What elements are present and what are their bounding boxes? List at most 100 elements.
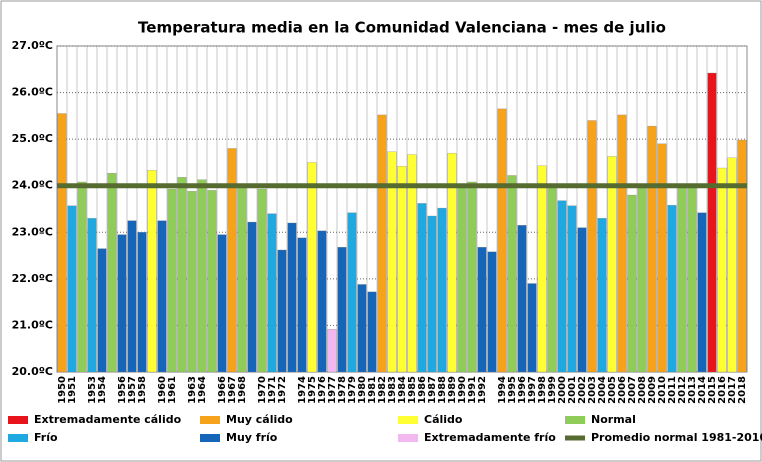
bar — [417, 203, 427, 373]
x-tick-label: 1972 — [277, 376, 288, 404]
x-tick-label: 1989 — [447, 376, 458, 404]
x-tick-label: 1961 — [167, 376, 178, 404]
x-tick-label: 2014 — [697, 376, 708, 404]
x-tick-label: 2010 — [657, 376, 668, 404]
x-tick-label: 1963 — [187, 376, 198, 404]
bar — [97, 248, 107, 373]
x-tick-label: 1985 — [407, 376, 418, 404]
bar — [77, 181, 87, 373]
x-tick-label: 2016 — [717, 376, 728, 404]
bar — [677, 184, 687, 373]
bar — [177, 177, 187, 373]
x-tick-label: 1983 — [387, 376, 398, 404]
x-tick-label: 2015 — [707, 376, 718, 404]
x-tick-label: 2009 — [647, 376, 658, 404]
legend-swatch — [398, 416, 418, 424]
bar — [367, 291, 377, 373]
bar — [597, 218, 607, 373]
y-tick-label: 20.0ºC — [12, 365, 53, 378]
legend-label: Promedio normal 1981-2010 — [591, 431, 762, 444]
x-tick-label: 1986 — [417, 376, 428, 404]
bar — [647, 125, 657, 373]
bar — [687, 184, 697, 373]
bar — [637, 187, 647, 373]
bar — [607, 156, 617, 373]
bar — [87, 218, 97, 373]
bar — [317, 230, 327, 373]
bar — [347, 212, 357, 373]
x-tick-label: 1994 — [497, 376, 508, 404]
bar — [727, 157, 737, 373]
x-tick-label: 2008 — [637, 376, 648, 404]
bar — [337, 247, 347, 373]
bar — [707, 72, 717, 373]
bar — [57, 113, 67, 373]
bar — [327, 329, 337, 373]
bar — [287, 222, 297, 373]
x-tick-label: 1971 — [267, 376, 278, 404]
x-tick-label: 1974 — [297, 376, 308, 404]
x-tick-label: 1967 — [227, 376, 238, 404]
x-tick-label: 2006 — [617, 376, 628, 404]
bar — [427, 215, 437, 373]
legend-label: Frío — [34, 431, 58, 444]
y-tick-label: 25.0ºC — [12, 132, 53, 145]
x-tick-label: 2018 — [737, 376, 748, 404]
legend-label: Muy cálido — [226, 413, 293, 426]
x-tick-label: 1998 — [537, 376, 548, 404]
bar — [447, 152, 457, 373]
bar — [207, 190, 217, 373]
bar — [587, 120, 597, 373]
bar — [467, 181, 477, 373]
bar — [667, 205, 677, 373]
bar — [697, 212, 707, 373]
x-tick-label: 2007 — [627, 376, 638, 404]
bar — [107, 172, 117, 373]
bar — [127, 220, 137, 373]
x-tick-label: 1951 — [67, 376, 78, 404]
x-tick-label: 1956 — [117, 376, 128, 404]
x-tick-label: 1995 — [507, 376, 518, 404]
legend-label: Muy frío — [226, 431, 278, 444]
bar — [277, 249, 287, 373]
y-tick-label: 23.0ºC — [12, 225, 53, 238]
bar — [237, 184, 247, 373]
bar — [377, 114, 387, 373]
x-tick-label: 1982 — [377, 376, 388, 404]
x-tick-label: 2003 — [587, 376, 598, 404]
bar — [457, 184, 467, 373]
x-tick-label: 1977 — [327, 376, 338, 404]
x-tick-label: 1991 — [467, 376, 478, 404]
bar — [517, 225, 527, 373]
legend-swatch — [398, 434, 418, 442]
legend-label: Extremadamente frío — [424, 431, 556, 444]
x-tick-label: 1987 — [427, 376, 438, 404]
x-tick-label: 1988 — [437, 376, 448, 404]
bar — [247, 221, 257, 373]
legend-label: Normal — [591, 413, 636, 426]
x-tick-label: 1964 — [197, 376, 208, 404]
legend-swatch — [8, 434, 28, 442]
bar — [657, 143, 667, 373]
x-tick-label: 2012 — [677, 376, 688, 404]
x-tick-label: 1996 — [517, 376, 528, 404]
x-tick-label: 1966 — [217, 376, 228, 404]
bar — [437, 207, 447, 373]
x-tick-label: 1957 — [127, 376, 138, 404]
bar — [477, 247, 487, 373]
x-tick-label: 2011 — [667, 376, 678, 404]
x-tick-label: 1976 — [317, 376, 328, 404]
x-tick-label: 2004 — [597, 376, 608, 404]
y-tick-label: 26.0ºC — [12, 86, 53, 99]
bar — [137, 232, 147, 373]
bar — [307, 162, 317, 373]
x-tick-label: 1984 — [397, 376, 408, 404]
legend-swatch — [565, 416, 585, 424]
bar — [617, 114, 627, 373]
x-tick-label: 2013 — [687, 376, 698, 404]
bar — [387, 151, 397, 373]
y-tick-label: 21.0ºC — [12, 318, 53, 331]
bar — [577, 227, 587, 373]
x-tick-label: 2005 — [607, 376, 618, 404]
